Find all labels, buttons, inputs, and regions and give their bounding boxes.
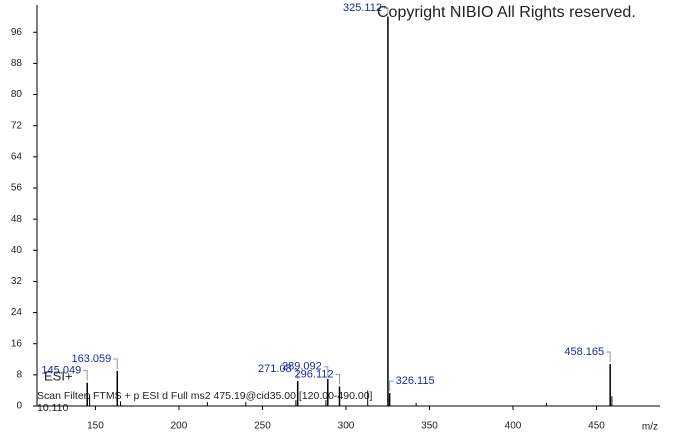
y-tick-label: 88 <box>11 58 23 69</box>
label-leader <box>113 358 118 369</box>
x-tick-label: 300 <box>338 421 355 432</box>
y-tick-label: 64 <box>11 151 23 162</box>
ion-mode: ESI+ <box>44 368 73 383</box>
copyright: Copyright NIBIO All Rights reserved. <box>377 4 636 21</box>
peak-label: 163.059 <box>72 353 112 365</box>
label-leader <box>335 374 341 385</box>
x-tick-label: 200 <box>171 421 188 432</box>
x-tick-label: 450 <box>588 421 605 432</box>
y-tick-label: 40 <box>11 245 23 256</box>
y-tick-label: 96 <box>11 27 23 38</box>
label-leader <box>83 370 88 381</box>
y-tick-label: 0 <box>16 401 22 412</box>
label-leader <box>389 380 394 392</box>
peak-label: 289.092 <box>282 361 322 373</box>
label-leader <box>606 351 611 362</box>
y-tick-label: 8 <box>16 369 22 380</box>
y-tick-label: 16 <box>11 338 23 349</box>
x-tick-label: 350 <box>421 421 438 432</box>
intensity-note: 10.110 <box>37 402 68 414</box>
y-tick-label: 72 <box>11 120 23 131</box>
peak-label: 458.165 <box>564 346 604 358</box>
x-tick-label: 150 <box>87 421 104 432</box>
x-tick-label: 400 <box>505 421 522 432</box>
y-tick-label: 48 <box>11 214 23 225</box>
peak-label: 145.049 <box>41 365 81 377</box>
peak-label: 296.112 <box>295 368 334 380</box>
peak-label: 325.112 <box>343 2 382 14</box>
y-tick-label: 32 <box>11 276 23 287</box>
y-tick-label: 24 <box>11 307 23 318</box>
y-tick-label: 80 <box>11 89 23 100</box>
label-leader <box>383 7 389 15</box>
peak-label: 271.08 <box>258 363 292 375</box>
x-axis-label: m/z <box>642 422 658 433</box>
label-leader <box>323 366 329 377</box>
y-tick-label: 56 <box>11 183 23 194</box>
label-leader <box>293 368 299 380</box>
scan-filter: Scan Filter: FTMS + p ESI d Full ms2 475… <box>37 390 373 402</box>
x-tick-label: 250 <box>254 421 271 432</box>
peak-label: 326.115 <box>396 375 435 387</box>
